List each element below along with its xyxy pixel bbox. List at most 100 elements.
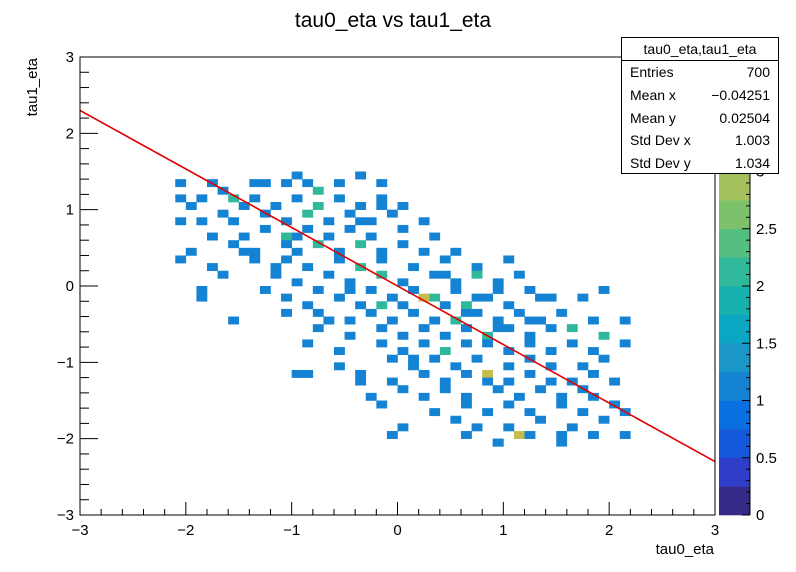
- stats-box: tau0_eta,tau1_eta Entries 700 Mean x −0.…: [621, 37, 779, 174]
- x-tick-label: −2: [177, 522, 194, 539]
- y-tick-label: 0: [66, 278, 74, 295]
- heatmap-cell: [408, 354, 419, 363]
- stats-row-entries: Entries 700: [622, 61, 778, 84]
- heatmap-cell: [556, 308, 568, 317]
- heatmap-cell: [471, 354, 483, 363]
- heatmap-cell: [185, 247, 197, 256]
- heatmap-cell: [175, 179, 187, 188]
- heatmap-cell: [312, 186, 324, 195]
- heatmap-cell: [482, 369, 494, 378]
- heatmap-cell: [429, 354, 441, 363]
- heatmap-cell: [228, 194, 240, 203]
- heatmap-cell: [386, 431, 398, 439]
- heatmap-cell: [259, 286, 271, 294]
- heatmap-cell: [556, 438, 568, 447]
- heatmap-cell: [461, 339, 472, 348]
- x-tick-label: −3: [71, 522, 88, 539]
- heatmap-cell: [355, 369, 367, 378]
- heatmap-cell: [259, 224, 271, 233]
- palette-swatch: [719, 314, 750, 344]
- heatmap-cell: [397, 202, 409, 210]
- heatmap-cell: [429, 408, 441, 417]
- heatmap-cell: [545, 377, 557, 386]
- heatmap-cell: [281, 179, 292, 188]
- heatmap-cell: [513, 431, 525, 439]
- heatmap-cell: [577, 408, 589, 417]
- heatmap-cell: [291, 194, 303, 203]
- heatmap-cell: [471, 263, 483, 272]
- heatmap-cell: [418, 324, 430, 333]
- heatmap-cell: [482, 377, 494, 386]
- heatmap-cell: [175, 217, 187, 226]
- heatmap-cell: [207, 232, 218, 241]
- heatmap-cell: [482, 293, 494, 302]
- heatmap-cell: [609, 377, 621, 386]
- heatmap-cell: [492, 438, 504, 447]
- heatmap-cell: [270, 202, 282, 210]
- heatmap-cell: [217, 270, 229, 279]
- heatmap-cell: [302, 179, 314, 188]
- heatmap-cell: [619, 339, 631, 348]
- heatmap-cell: [238, 232, 250, 241]
- heatmap-cell: [291, 232, 303, 241]
- heatmap-cell: [386, 316, 398, 325]
- heatmap-cell: [270, 263, 282, 272]
- heatmap-cell: [376, 247, 388, 256]
- heatmap-cell: [323, 316, 335, 325]
- heatmap-cell: [524, 369, 536, 378]
- heatmap-cell: [334, 347, 345, 355]
- fit-line: [79, 109, 716, 463]
- heatmap-cell: [281, 240, 292, 249]
- heatmap-cell: [524, 431, 536, 439]
- heatmap-cell: [524, 286, 536, 294]
- heatmap-cell: [228, 217, 240, 226]
- heatmap-cell: [545, 324, 557, 333]
- heatmap-cell: [344, 331, 356, 340]
- heatmap-cell: [312, 286, 324, 294]
- heatmap-cell: [397, 224, 409, 233]
- heatmap-cell: [365, 286, 377, 294]
- heatmap-cell: [450, 247, 462, 256]
- palette-tick-label: 1: [756, 393, 764, 410]
- heatmap-cell: [461, 431, 472, 439]
- heatmap-cell: [439, 255, 451, 264]
- palette-swatch: [719, 486, 750, 516]
- heatmap-cell: [429, 270, 441, 279]
- stats-value: −0.04251: [711, 86, 770, 103]
- heatmap-cell: [408, 362, 419, 371]
- heatmap-cell: [577, 293, 589, 302]
- heatmap-cell: [334, 179, 345, 188]
- x-tick-label: 2: [605, 522, 613, 539]
- y-tick-label: 3: [66, 49, 74, 66]
- palette-tick-label: 0.5: [756, 450, 777, 467]
- heatmap-cell: [492, 385, 504, 394]
- heatmap-cell: [386, 354, 398, 363]
- heatmap-cell: [503, 377, 515, 386]
- heatmap-cell: [302, 263, 314, 272]
- stats-label: Mean y: [630, 109, 676, 126]
- heatmap-cell: [588, 431, 599, 439]
- heatmap-cell: [291, 278, 303, 287]
- heatmap-cell: [270, 270, 282, 279]
- heatmap-cell: [450, 362, 462, 371]
- heatmap-cell: [566, 339, 578, 348]
- heatmap-cell: [376, 179, 388, 188]
- heatmap-cell: [513, 308, 525, 317]
- heatmap-cell: [471, 423, 483, 432]
- palette-swatch: [719, 228, 750, 258]
- heatmap-cell: [577, 362, 589, 371]
- heatmap-cell: [386, 293, 398, 302]
- palette-swatch: [719, 257, 750, 287]
- heatmap-cell: [334, 255, 345, 264]
- stats-label: Entries: [630, 64, 674, 80]
- heatmap-cell: [302, 209, 314, 218]
- heatmap-cell: [503, 324, 515, 333]
- heatmap-cell: [524, 408, 536, 417]
- heatmap-cell: [334, 293, 345, 302]
- heatmap-cell: [609, 400, 621, 409]
- heatmap-cell: [439, 331, 451, 340]
- axes: −3 −2 −1 0 1 2 3 −3 −2 −1 0 1 2 3: [57, 49, 719, 539]
- heatmap-cell: [249, 247, 261, 256]
- heatmap-cell: [418, 293, 430, 302]
- heatmap-cell: [566, 423, 578, 432]
